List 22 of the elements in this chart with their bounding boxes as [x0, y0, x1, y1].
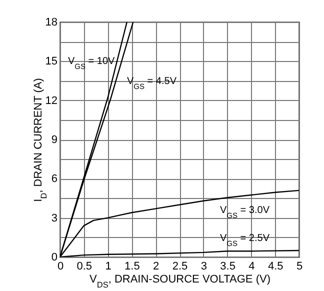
- x-tick-label: 1.5: [124, 260, 140, 272]
- x-tick-label: 4: [248, 260, 255, 272]
- y-tick-label: 3: [51, 212, 58, 224]
- series-label: V$_{GS}$ = 4.5V: [127, 76, 177, 90]
- x-tick-label: 3: [200, 260, 207, 272]
- x-tick-label: 4.5: [268, 260, 284, 272]
- x-axis-title: V$_{DS}$, DRAIN-SOURCE VOLTAGE (V): [90, 274, 270, 289]
- x-tick-label: 3.5: [220, 260, 236, 272]
- y-tick-label: 12: [45, 94, 58, 107]
- series-label: V$_{GS}$ = 3.0V: [220, 205, 270, 220]
- y-tick-label: 9: [51, 134, 58, 146]
- y-tick-label: 15: [45, 56, 58, 68]
- series-label: V$_{GS}$ = 2.5V: [220, 233, 270, 248]
- x-tick-label: 5: [296, 260, 303, 272]
- x-tick-label: 2.5: [172, 260, 188, 272]
- x-tick-label: 0.5: [76, 260, 92, 272]
- y-tick-label: 18: [45, 16, 58, 28]
- x-tick-label: 2: [153, 260, 160, 272]
- series-label: V$_{GS}$ = 10V: [68, 56, 116, 70]
- y-tick-label: 6: [51, 173, 58, 186]
- y-tick-label: 0: [51, 252, 58, 264]
- x-tick-label: 1: [105, 260, 112, 272]
